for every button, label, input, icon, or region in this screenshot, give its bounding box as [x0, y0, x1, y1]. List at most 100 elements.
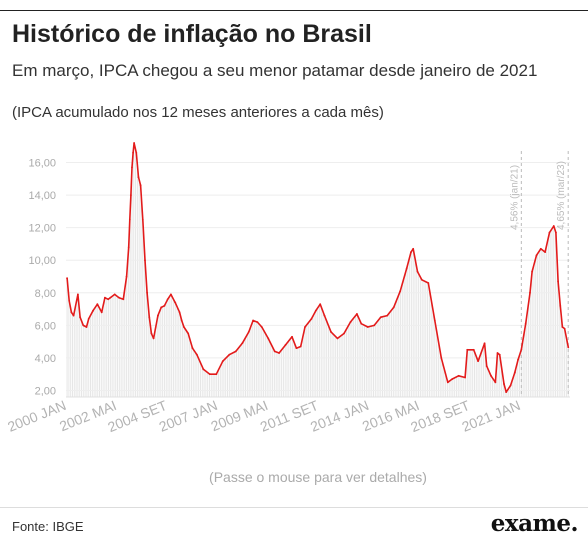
data-point	[295, 347, 298, 350]
data-point	[310, 317, 313, 320]
y-tick-label: 12,00	[28, 223, 56, 235]
data-point	[113, 293, 116, 296]
data-point	[125, 275, 128, 278]
data-point	[503, 383, 505, 385]
data-point	[356, 313, 358, 315]
data-point	[135, 151, 138, 154]
data-point	[152, 337, 155, 340]
y-axis-labels: 2,00 4,00 6,00 8,00 10,00 12,00 14,00 16,00	[28, 158, 56, 398]
data-point	[563, 327, 566, 330]
data-point	[336, 337, 339, 340]
data-point	[182, 326, 185, 328]
exame-logo: exame.	[490, 510, 579, 537]
y-tick-label: 6,00	[35, 320, 56, 332]
data-point	[72, 314, 75, 317]
data-point	[490, 374, 492, 377]
data-point	[505, 391, 508, 394]
data-point	[373, 324, 376, 327]
data-point	[299, 345, 302, 348]
data-point	[252, 319, 255, 322]
data-point	[343, 332, 345, 335]
data-point	[330, 330, 332, 333]
data-point	[68, 300, 71, 302]
data-point	[392, 306, 395, 309]
data-point	[260, 326, 263, 328]
data-point	[191, 347, 194, 350]
data-point	[247, 330, 250, 333]
data-point	[146, 291, 149, 294]
data-point	[85, 326, 88, 328]
data-point	[96, 303, 99, 306]
data-point	[304, 326, 306, 328]
data-point	[221, 360, 224, 363]
data-point	[559, 304, 562, 307]
data-point	[278, 352, 280, 354]
data-point	[139, 184, 142, 187]
data-point	[360, 322, 363, 325]
data-point	[555, 231, 557, 234]
data-point	[517, 358, 519, 361]
data-point	[349, 321, 352, 324]
data-point	[440, 357, 443, 359]
data-point	[323, 314, 326, 317]
data-point	[483, 342, 486, 345]
data-point	[464, 376, 466, 379]
data-point	[451, 378, 454, 380]
data-point	[82, 324, 85, 327]
data-point	[92, 309, 94, 312]
data-point	[187, 332, 190, 335]
data-point	[202, 368, 205, 371]
x-tick-label: 2000 JAN	[5, 397, 68, 435]
data-point	[477, 360, 479, 363]
data-point	[160, 306, 163, 309]
data-point	[420, 278, 423, 281]
data-point	[529, 291, 531, 294]
y-tick-label: 4,00	[35, 353, 56, 365]
data-point	[166, 298, 169, 301]
data-point	[412, 247, 415, 250]
data-point	[215, 373, 218, 376]
data-point	[132, 151, 134, 154]
data-point	[466, 348, 469, 351]
data-point	[552, 225, 555, 227]
data-point	[386, 314, 389, 317]
data-point	[129, 194, 132, 197]
data-point	[427, 282, 430, 284]
data-point	[170, 293, 172, 296]
data-point	[535, 254, 538, 257]
data-point	[539, 247, 542, 250]
data-point	[150, 332, 153, 335]
data-point	[557, 280, 560, 283]
data-point	[496, 352, 499, 354]
data-point	[228, 353, 231, 356]
x-tick-label: 2007 JAN	[157, 397, 220, 435]
data-point	[100, 311, 103, 314]
data-point	[234, 350, 237, 353]
data-point	[79, 316, 81, 319]
data-point	[284, 343, 287, 346]
data-point	[127, 246, 130, 249]
data-point	[485, 365, 488, 367]
annotation-label: 4,65% (mar/23)	[556, 161, 567, 230]
data-point	[379, 316, 382, 319]
data-point	[446, 381, 449, 384]
data-point	[141, 218, 144, 221]
data-point	[208, 373, 211, 376]
data-point	[157, 314, 159, 317]
data-point	[366, 326, 369, 328]
inflation-chart[interactable]: 4,56% (jan/21) 4,65% (mar/23) 2,00 4,00 6,0…	[0, 138, 588, 490]
data-point	[178, 311, 181, 314]
chart-title: Histórico de inflação no Brasil	[12, 20, 372, 48]
data-point	[520, 348, 523, 351]
data-point	[433, 319, 436, 322]
annotation-label: 4,56% (jan/21)	[509, 165, 520, 230]
x-tick-label: 2014 JAN	[308, 397, 371, 435]
data-point	[66, 277, 68, 280]
data-point	[76, 293, 79, 296]
data-point	[416, 270, 419, 273]
data-point	[291, 335, 293, 338]
data-point	[472, 348, 475, 351]
data-point	[399, 290, 402, 293]
data-point	[144, 259, 146, 262]
